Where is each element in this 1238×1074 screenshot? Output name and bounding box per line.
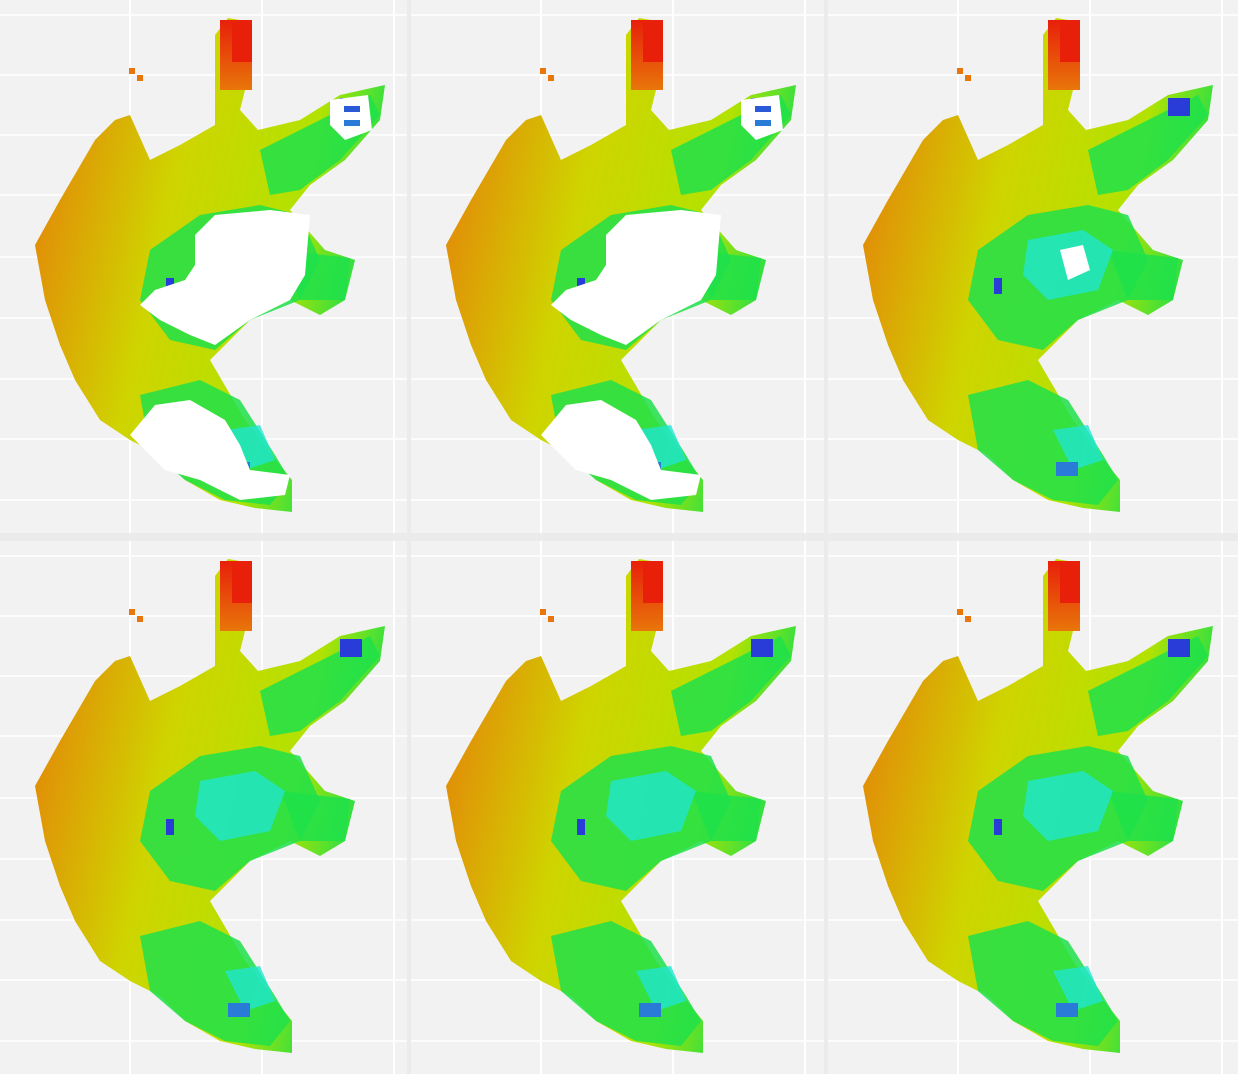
missing-area	[140, 210, 310, 345]
minimum-cell	[166, 819, 174, 835]
cool-patch	[1088, 95, 1208, 195]
map-svg	[411, 541, 824, 1074]
isolated-cell	[548, 616, 554, 622]
hotspot-cell	[232, 563, 252, 603]
cool-patch	[968, 921, 1118, 1046]
coldest-patch	[1053, 966, 1103, 1011]
cool-patch	[260, 636, 380, 736]
isolated-cell	[957, 609, 963, 615]
minimum-cell	[577, 819, 585, 835]
coldest-patch	[636, 966, 686, 1011]
coldest-patch	[636, 425, 686, 470]
isolated-cell	[965, 75, 971, 81]
coldest-patch	[225, 425, 275, 470]
map-svg	[0, 541, 407, 1074]
minimum-cell	[994, 819, 1002, 835]
missing-area	[541, 400, 701, 500]
map-svg	[828, 541, 1238, 1074]
low-cell	[1056, 462, 1078, 476]
hotspot-cell	[1060, 563, 1080, 603]
isolated-cell	[957, 68, 963, 74]
minimum-cell	[340, 639, 362, 657]
map-svg	[0, 0, 407, 533]
map-panel-2	[411, 0, 824, 533]
hotspot-cell	[643, 22, 663, 62]
hotspot-cell	[643, 563, 663, 603]
map-panel-6	[828, 541, 1238, 1074]
map-region	[35, 559, 385, 1053]
minimum-cell	[1168, 98, 1190, 116]
cool-patch	[140, 921, 290, 1046]
cool-patch	[551, 921, 701, 1046]
missing-area	[1060, 245, 1090, 280]
low-cell	[1056, 1003, 1078, 1017]
missing-area	[551, 210, 721, 345]
coldest-patch	[1023, 771, 1113, 841]
minimum-cell	[344, 106, 360, 112]
minimum-cell	[755, 106, 771, 112]
coldest-patch	[195, 771, 285, 841]
hotspot-cell	[1060, 22, 1080, 62]
cool-patch	[968, 380, 1118, 505]
map-panel-4	[0, 541, 407, 1074]
low-cell	[344, 120, 360, 126]
map-region	[863, 18, 1213, 512]
isolated-cell	[137, 75, 143, 81]
map-region	[35, 18, 385, 512]
cool-patch	[1108, 250, 1178, 300]
isolated-cell	[129, 609, 135, 615]
map-region	[446, 559, 796, 1053]
missing-area	[130, 400, 290, 500]
coldest-patch	[225, 966, 275, 1011]
low-cell	[755, 120, 771, 126]
cool-patch	[691, 791, 761, 841]
missing-area	[741, 95, 783, 140]
isolated-cell	[540, 609, 546, 615]
low-cell	[639, 1003, 661, 1017]
cool-patch	[1108, 791, 1178, 841]
isolated-cell	[540, 68, 546, 74]
map-region	[446, 18, 796, 512]
isolated-cell	[129, 68, 135, 74]
map-panel-5	[411, 541, 824, 1074]
map-svg	[828, 0, 1238, 533]
minimum-cell	[751, 639, 773, 657]
cool-patch	[280, 791, 350, 841]
isolated-cell	[548, 75, 554, 81]
minimum-cell	[1168, 639, 1190, 657]
isolated-cell	[137, 616, 143, 622]
missing-area	[330, 95, 372, 140]
isolated-cell	[965, 616, 971, 622]
coldest-patch	[606, 771, 696, 841]
hotspot-cell	[232, 22, 252, 62]
map-panel-3	[828, 0, 1238, 533]
cool-patch	[671, 636, 791, 736]
map-svg	[411, 0, 824, 533]
map-panel-1	[0, 0, 407, 533]
minimum-cell	[994, 278, 1002, 294]
coldest-patch	[1053, 425, 1103, 470]
cool-patch	[1088, 636, 1208, 736]
map-region	[863, 559, 1213, 1053]
low-cell	[228, 1003, 250, 1017]
